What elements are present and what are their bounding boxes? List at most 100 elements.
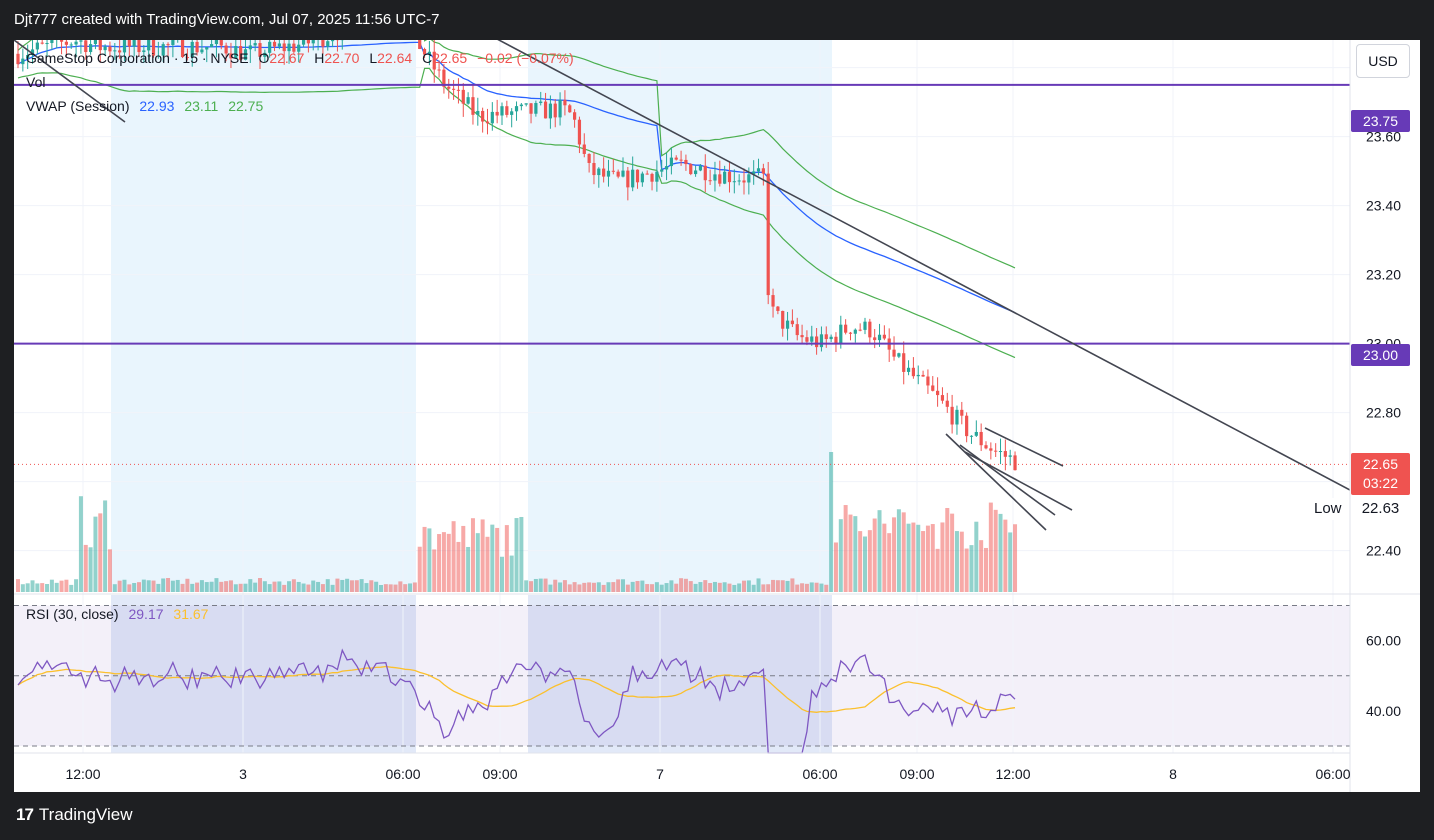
time-tick-label: 12:00 (65, 766, 100, 782)
trend-lines[interactable] (14, 30, 1350, 531)
volume-bar (882, 523, 887, 592)
volume-bar (253, 582, 258, 592)
candle-body (761, 168, 765, 174)
level-tag-high[interactable]: 23.75 (1351, 110, 1410, 132)
vwap-upper-band (17, 40, 1016, 269)
volume-bar (945, 507, 950, 592)
candle-body (156, 55, 160, 57)
candle-body (906, 367, 911, 372)
candle-body (321, 40, 325, 47)
volume-bar (500, 556, 504, 592)
tick-labels: 23.8023.6023.4023.2023.0022.8022.6022.40… (65, 60, 1401, 782)
candle-body (258, 43, 262, 57)
volume-bar (180, 583, 185, 592)
rsi-ma-line (17, 665, 1016, 713)
candle-body (945, 400, 949, 407)
candle-body (248, 45, 252, 50)
volume-bar (795, 584, 800, 592)
volume-bar (809, 582, 814, 592)
volume-bar (78, 496, 83, 592)
tradingview-brand[interactable]: 17 TradingView (16, 805, 132, 825)
volume-bar (906, 523, 911, 592)
volume-bar (93, 516, 98, 592)
volume-bar (374, 581, 379, 592)
candle-body (326, 41, 330, 47)
volume-bar (88, 547, 93, 592)
candle-body (147, 40, 151, 51)
volume-bar (746, 580, 751, 592)
candle-body (524, 103, 528, 105)
trend-line (984, 427, 1064, 467)
candle-body (205, 47, 209, 50)
volume-bar (679, 578, 684, 592)
candle-body (858, 329, 862, 331)
volume-bar (156, 583, 161, 592)
volume-bar (964, 548, 969, 592)
candle-body (200, 49, 204, 53)
candle-body (519, 104, 523, 107)
volume-bar (345, 578, 350, 592)
candle-body (297, 44, 301, 52)
volume-bar (30, 580, 35, 592)
candle-body (437, 69, 441, 71)
volume-bar (25, 583, 30, 592)
currency-button[interactable]: USD (1356, 44, 1410, 78)
legend-vwap-label: VWAP (Session) (26, 98, 130, 114)
candle-body (166, 44, 170, 46)
candle-body (394, 26, 397, 29)
session-band-rsi (528, 595, 832, 753)
candle-body (379, 18, 382, 22)
trend-line (945, 433, 1047, 531)
volume-bar (800, 583, 805, 592)
vwap-lower-band (17, 67, 1016, 359)
volume-bar (461, 525, 466, 592)
volume-bar (538, 578, 543, 592)
candle-body (689, 164, 693, 175)
candle-body (122, 40, 127, 53)
volume-bar (703, 580, 708, 592)
candle-body (756, 168, 761, 172)
candle-body (873, 337, 877, 341)
volume-bar (940, 522, 945, 592)
candles (16, 18, 1017, 471)
legend-c-label: C (422, 50, 433, 66)
volume-bar (930, 524, 935, 592)
volume-bar (185, 578, 190, 592)
level-tag-mid[interactable]: 23.00 (1351, 344, 1410, 366)
candle-body (253, 43, 257, 46)
volume-bar (291, 579, 296, 592)
price-tick-label: 22.40 (1366, 543, 1401, 559)
volume-bar (470, 518, 475, 592)
candle-body (447, 86, 451, 89)
legend-change: −0.02 (−0.07%) (477, 50, 574, 66)
candle-body (282, 43, 286, 52)
volume-bar (330, 584, 335, 592)
volume-bar (717, 582, 722, 592)
horizontal-levels[interactable] (14, 83, 1350, 465)
volume-bar (132, 582, 137, 592)
candle-body (16, 53, 20, 65)
volume-bar (519, 516, 524, 592)
candle-body (476, 110, 480, 115)
candle-body (829, 336, 833, 340)
volume-bar (320, 584, 325, 592)
volume-bar (340, 579, 345, 592)
candle-body (510, 111, 514, 115)
candle-body (965, 415, 969, 437)
volume-bar (771, 579, 776, 592)
candle-body (742, 180, 746, 183)
volume-bar (103, 500, 108, 592)
candle-body (432, 51, 436, 70)
volume-bar (993, 509, 998, 592)
candle-body (848, 332, 853, 334)
volume-bar (853, 516, 858, 592)
candle-body (190, 41, 194, 58)
candle-body (713, 174, 717, 181)
volume-bar (887, 533, 892, 592)
volume-bar (688, 581, 693, 592)
candle-body (84, 40, 88, 53)
candle-body (171, 40, 175, 45)
volume-bar (190, 583, 195, 592)
volume-bar (175, 579, 180, 592)
